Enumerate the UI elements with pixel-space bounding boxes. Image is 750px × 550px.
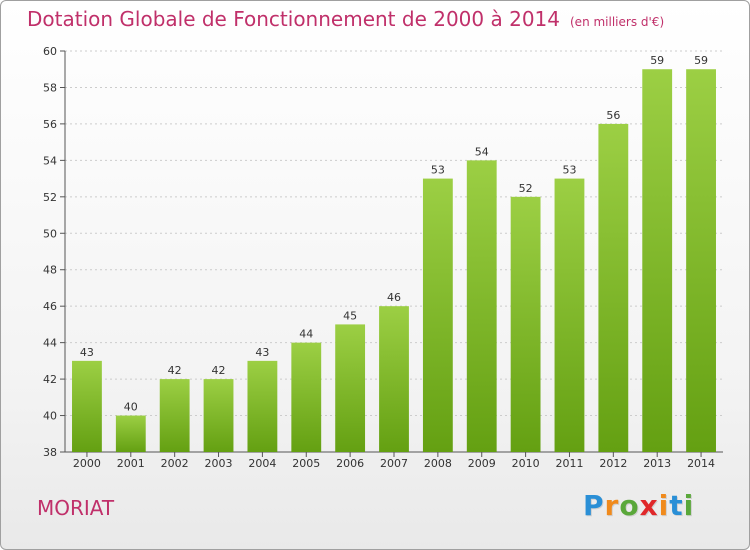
x-tick-label: 2005 <box>292 457 320 470</box>
x-tick-label: 2013 <box>643 457 671 470</box>
x-tick-label: 2003 <box>205 457 233 470</box>
x-tick-label: 2002 <box>161 457 189 470</box>
data-label: 46 <box>387 291 401 304</box>
data-label: 53 <box>431 164 445 177</box>
data-label: 40 <box>124 401 138 414</box>
title-text: Dotation Globale de Fonctionnement de 20… <box>27 7 560 31</box>
data-label: 59 <box>694 54 708 67</box>
logo-letter: r <box>604 489 620 522</box>
bar <box>686 69 716 453</box>
data-label: 43 <box>80 346 94 359</box>
x-tick-label: 2006 <box>336 457 364 470</box>
data-label: 42 <box>212 364 226 377</box>
y-tick-label: 60 <box>43 45 57 58</box>
bar <box>159 379 190 452</box>
commune-name: MORIAT <box>37 496 115 520</box>
data-label: 54 <box>475 145 489 158</box>
x-tick-label: 2001 <box>117 457 145 470</box>
x-tick-label: 2010 <box>512 457 540 470</box>
bar <box>203 379 234 452</box>
bar <box>115 415 146 452</box>
bar <box>422 178 453 452</box>
y-tick-label: 48 <box>43 264 57 277</box>
logo-letter: o <box>619 489 640 522</box>
x-tick-label: 2009 <box>468 457 496 470</box>
bar <box>466 160 497 452</box>
x-tick-label: 2011 <box>555 457 583 470</box>
y-tick-label: 42 <box>43 373 57 386</box>
y-tick-label: 40 <box>43 410 57 423</box>
y-tick-label: 44 <box>43 337 57 350</box>
data-label: 45 <box>343 309 357 322</box>
y-tick-label: 56 <box>43 118 57 131</box>
y-tick-label: 46 <box>43 300 57 313</box>
bar <box>554 178 585 452</box>
x-tick-label: 2012 <box>599 457 627 470</box>
y-tick-label: 50 <box>43 227 57 240</box>
x-tick-label: 2008 <box>424 457 452 470</box>
logo-letter: i <box>658 489 670 522</box>
bar <box>642 69 673 453</box>
bar <box>510 196 541 452</box>
data-label: 44 <box>299 328 313 341</box>
bar <box>598 123 629 452</box>
bar <box>291 342 322 452</box>
data-label: 56 <box>606 109 620 122</box>
data-label: 42 <box>168 364 182 377</box>
logo-letter: t <box>669 489 684 522</box>
bar <box>247 360 278 452</box>
data-label: 52 <box>519 182 533 195</box>
title-unit: (en milliers d'€) <box>570 15 665 29</box>
y-tick-label: 38 <box>43 446 57 459</box>
x-tick-label: 2007 <box>380 457 408 470</box>
logo-letter: P <box>583 489 605 522</box>
y-tick-label: 58 <box>43 81 57 94</box>
data-label: 59 <box>650 54 664 67</box>
x-tick-label: 2004 <box>248 457 276 470</box>
data-label: 43 <box>255 346 269 359</box>
data-label: 53 <box>562 164 576 177</box>
x-tick-label: 2014 <box>687 457 715 470</box>
logo-letter: i <box>683 489 695 522</box>
y-tick-label: 54 <box>43 154 57 167</box>
proxiti-logo: Proxiti <box>583 489 694 522</box>
bar <box>379 306 409 452</box>
logo-letter: x <box>639 489 659 522</box>
y-tick-label: 52 <box>43 191 57 204</box>
chart-title: Dotation Globale de Fonctionnement de 20… <box>27 7 664 31</box>
x-tick-label: 2000 <box>73 457 101 470</box>
bar <box>335 324 366 452</box>
bar <box>72 360 102 452</box>
